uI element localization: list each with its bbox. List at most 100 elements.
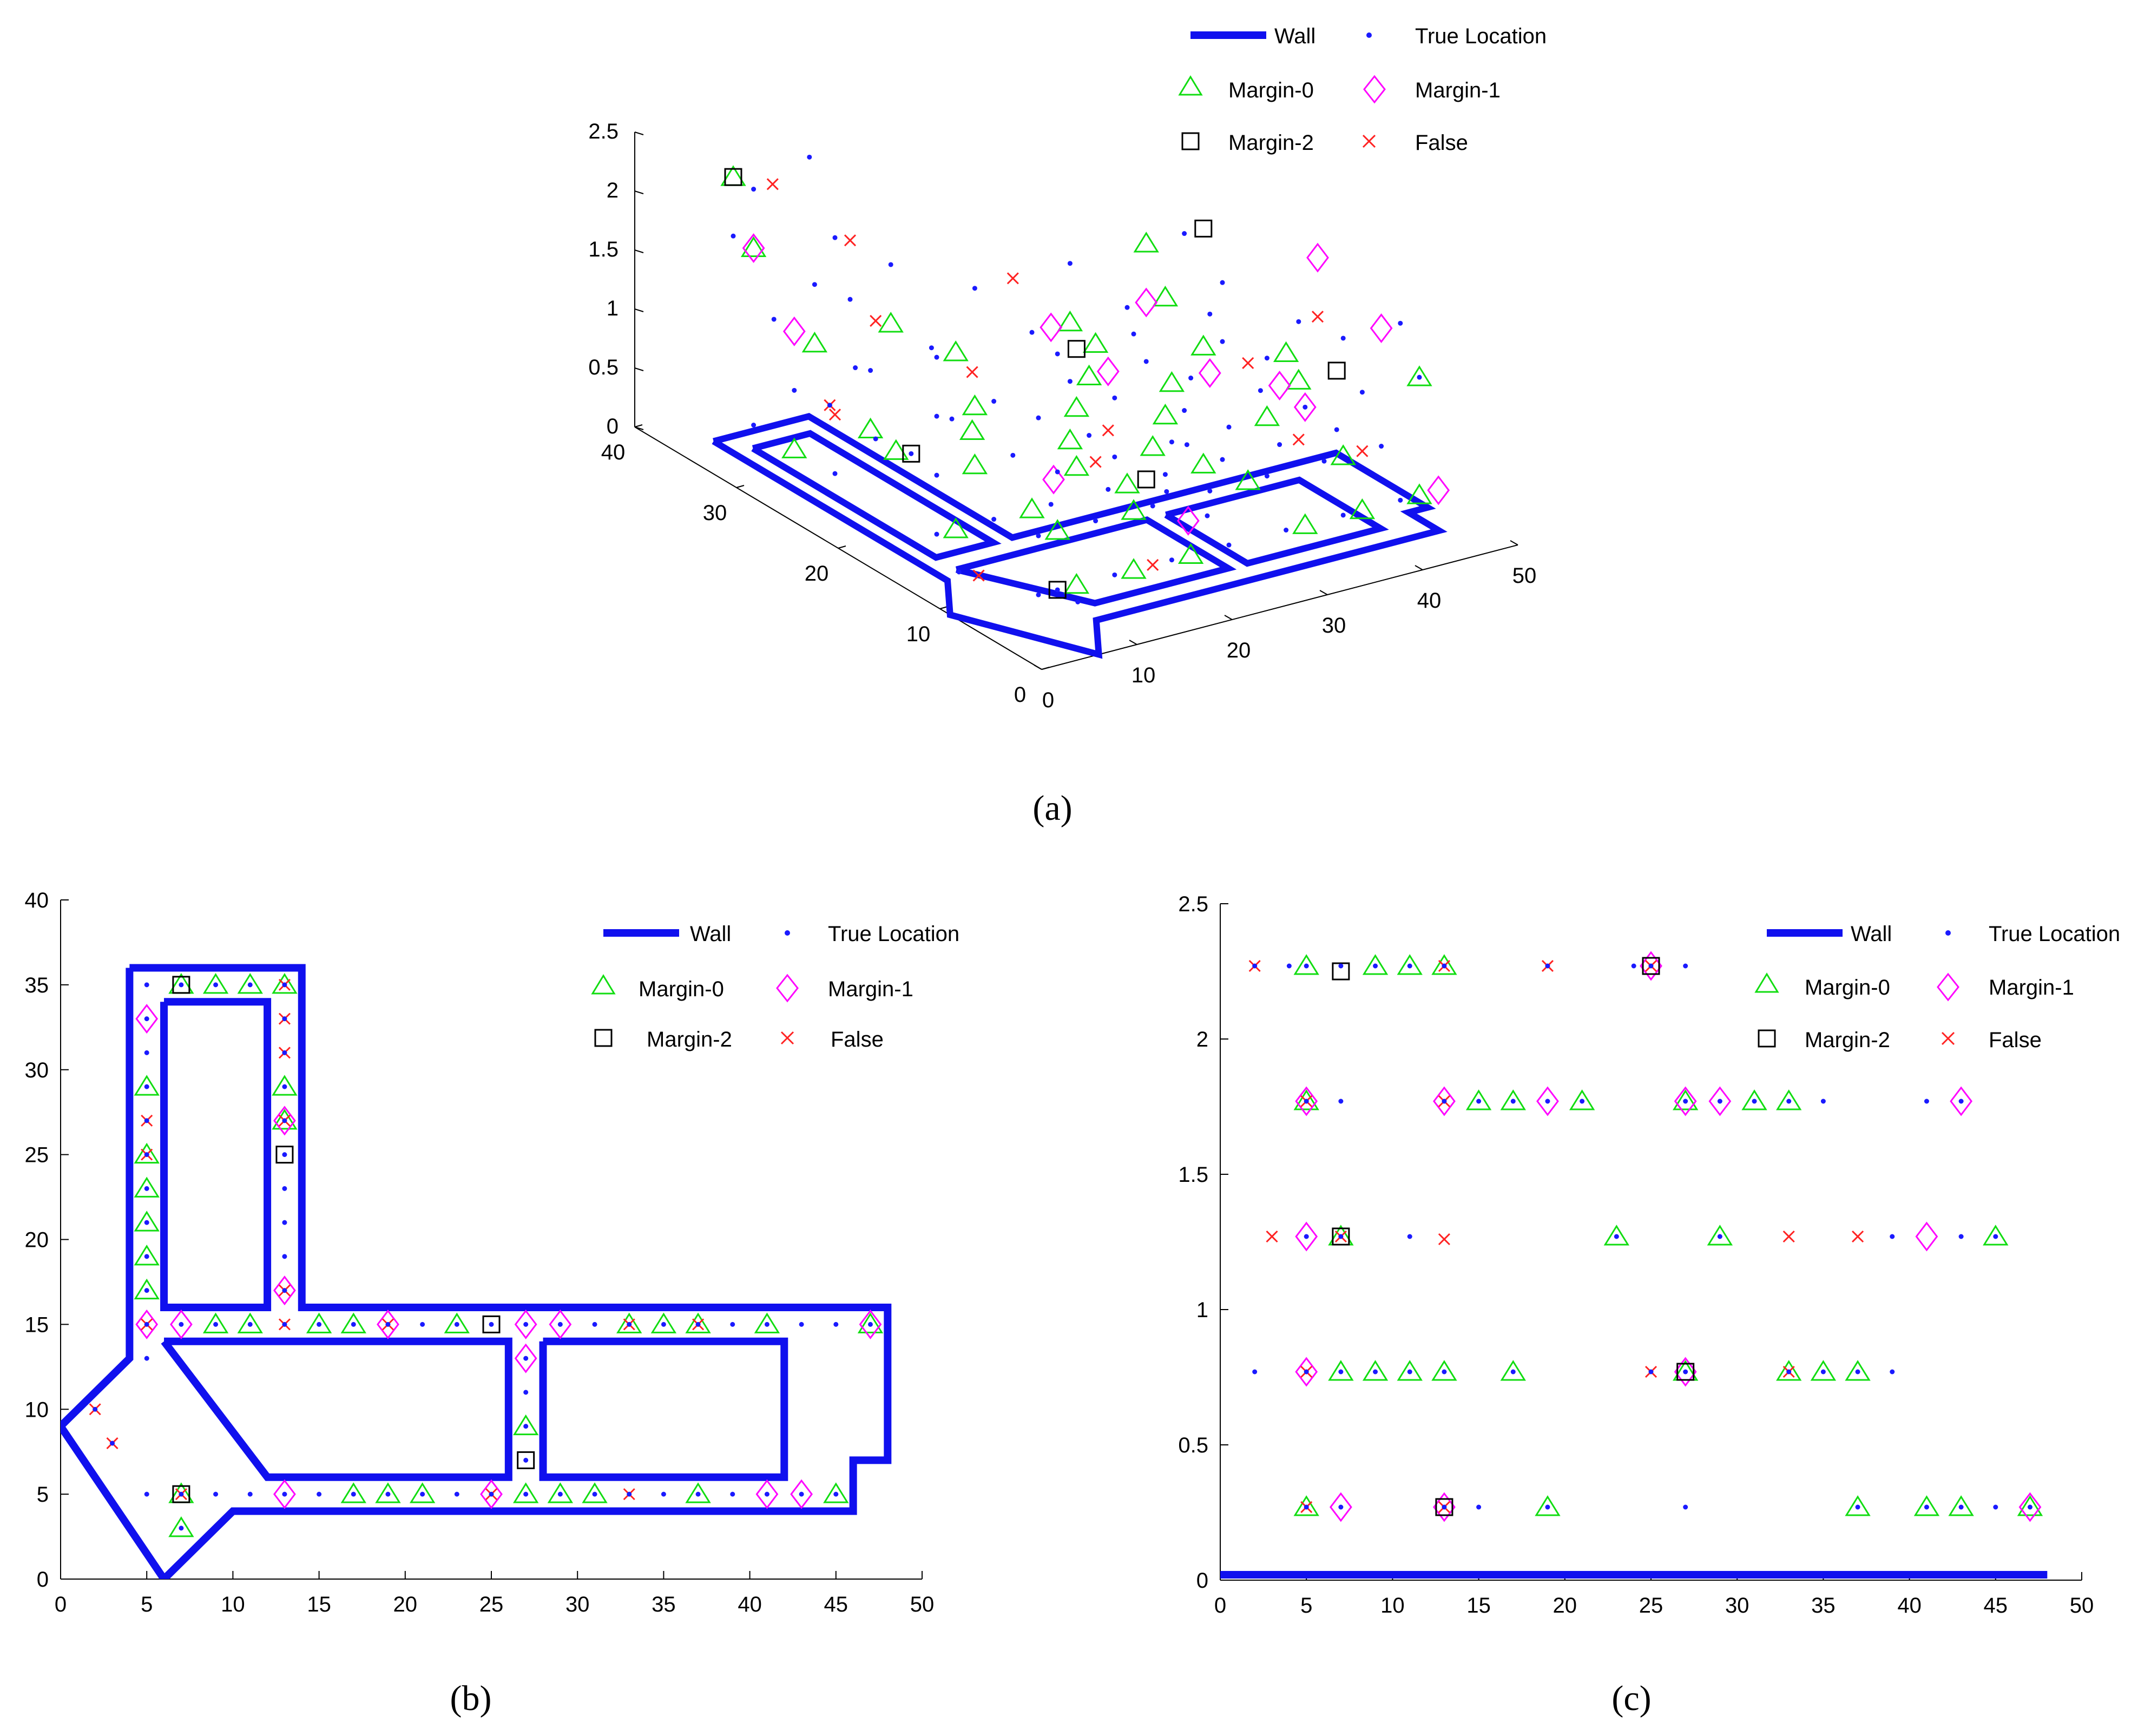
legend-margin2-swatch	[1758, 1029, 1776, 1048]
y-tick-label-1: 5	[37, 1483, 49, 1507]
true-location-point-35	[1258, 388, 1263, 393]
true-location-point-69	[731, 233, 736, 239]
x-tick-label-1: 5	[141, 1593, 153, 1616]
margin1-point-11	[1329, 1492, 1352, 1522]
margin1-point-1	[1176, 505, 1200, 536]
margin0-point-25	[1535, 1495, 1561, 1516]
margin0-point-8	[1672, 1089, 1699, 1110]
y-tick-mark-2	[838, 545, 846, 549]
margin0-point-13	[1707, 1225, 1733, 1246]
margin1-point-10	[1040, 312, 1063, 343]
x-tick-label-10: 50	[910, 1593, 935, 1616]
true-location-point-53	[1924, 1504, 1929, 1510]
true-location-point-48	[934, 413, 939, 419]
y-tick-label-7: 35	[25, 974, 49, 997]
true-location-point-63	[1398, 320, 1403, 326]
false-point-14	[766, 178, 779, 190]
legend-margin0-swatch	[1178, 75, 1203, 96]
true-location-point-62	[489, 1491, 494, 1497]
margin0-point-5	[272, 1075, 298, 1096]
margin0-point-33	[1273, 341, 1299, 363]
panel-c-legend: Wall True Location Margin-0 Margin-1 Mar…	[1754, 922, 2120, 1052]
margin0-point-38	[1082, 332, 1109, 353]
y-tick-label-0: 0	[37, 1568, 49, 1592]
true-location-point-39	[1510, 1369, 1516, 1375]
margin1-point-0	[1640, 951, 1662, 981]
true-location-point-49	[1476, 1504, 1482, 1510]
margin0-point-16	[962, 453, 988, 475]
false-point-7	[1089, 456, 1102, 468]
true-location-point-26	[1338, 1234, 1344, 1239]
true-location-point-10	[1683, 963, 1688, 969]
true-location-point-36	[592, 1321, 597, 1327]
true-location-point-19	[1717, 1099, 1722, 1104]
margin0-point-10	[1776, 1089, 1802, 1110]
true-location-point-56	[2027, 1504, 2032, 1510]
legend-margin0-label: Margin-0	[1805, 976, 1890, 999]
true-location-point-56	[929, 345, 934, 351]
true-location-point-8	[282, 1050, 287, 1055]
margin0-point-14	[1983, 1225, 2009, 1246]
margin0-point-28	[547, 1482, 574, 1503]
margin0-point-14	[1235, 469, 1261, 490]
true-location-point-30	[1890, 1234, 1895, 1239]
margin1-point-1	[1295, 1086, 1318, 1116]
true-location-point-46	[1304, 1504, 1309, 1510]
margin0-point-32	[168, 1516, 194, 1537]
legend-margin1-swatch	[1937, 972, 1959, 1002]
true-location-point-31	[1958, 1234, 1964, 1239]
z-tick-label-4: 2	[607, 179, 619, 202]
true-location-point-2	[1304, 963, 1309, 969]
true-location-point-25	[1304, 1234, 1309, 1239]
false-point-9	[966, 366, 978, 378]
margin0-point-16	[1362, 1360, 1389, 1381]
true-location-point-10	[282, 1084, 287, 1089]
x-tick-mark-3	[1319, 590, 1328, 595]
true-location-point-31	[934, 472, 939, 478]
true-location-point-13	[144, 1152, 149, 1158]
panel-a-walls	[712, 412, 1448, 659]
true-location-point-43	[1169, 439, 1174, 445]
margin0-point-35	[1057, 310, 1083, 332]
margin1-point-11	[1198, 358, 1221, 388]
true-location-point-27	[1207, 488, 1213, 494]
margin0-point-5	[1465, 1089, 1492, 1110]
margin1-point-5	[1293, 392, 1317, 422]
margin1-point-9	[1295, 1357, 1318, 1387]
true-location-point-34	[1304, 1369, 1309, 1375]
margin0-point-4	[134, 1075, 160, 1096]
x-tick-label-2: 10	[221, 1593, 245, 1616]
true-location-point-45	[523, 1356, 529, 1361]
x-tick-mark-0	[1034, 665, 1042, 670]
true-location-point-1	[179, 982, 184, 988]
true-location-point-16	[282, 1186, 287, 1191]
margin0-point-1	[202, 973, 229, 994]
true-location-point-28	[1614, 1234, 1619, 1239]
true-location-point-44	[867, 1321, 873, 1327]
true-location-point-39	[868, 368, 873, 373]
true-location-point-16	[1545, 1099, 1550, 1104]
true-location-point-47	[1417, 374, 1422, 380]
margin0-point-22	[1810, 1360, 1837, 1381]
true-location-point-55	[247, 1491, 253, 1497]
margin0-point-27	[1076, 364, 1102, 386]
margin0-point-17	[1057, 428, 1083, 450]
true-location-point-49	[144, 1356, 149, 1361]
margin0-point-21	[857, 1312, 884, 1333]
true-location-point-40	[1648, 1369, 1654, 1375]
margin2-point-5	[1194, 219, 1213, 238]
margin0-point-10	[134, 1278, 160, 1300]
margin1-point-6	[514, 1309, 537, 1339]
true-location-point-40	[1184, 442, 1189, 448]
margin2-point-1	[1642, 957, 1660, 975]
true-location-point-64	[557, 1491, 563, 1497]
margin0-point-15	[1330, 444, 1356, 465]
legend-wall-label: Wall	[1274, 24, 1315, 48]
margin1-point-2	[1433, 1086, 1456, 1116]
legend-margin2-swatch	[1181, 132, 1200, 150]
true-location-point-40	[730, 1321, 735, 1327]
true-location-point-24	[1036, 533, 1041, 538]
z-tick-mark-0	[634, 426, 644, 430]
